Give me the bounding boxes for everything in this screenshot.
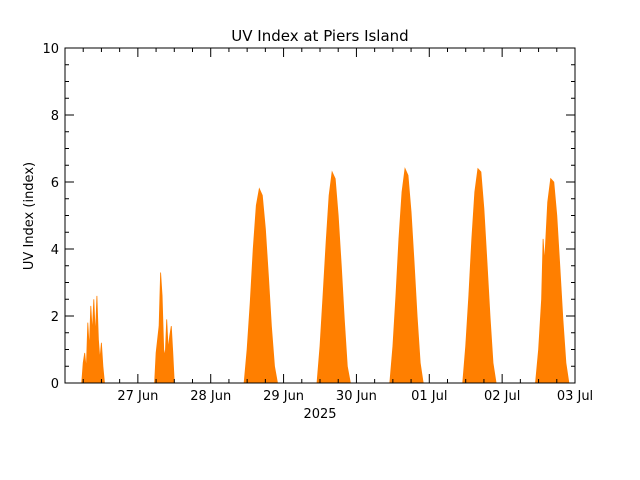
uv-area-day-1	[81, 295, 105, 384]
chart-title: UV Index at Piers Island	[231, 27, 408, 45]
uv-area-day-7	[316, 170, 351, 384]
y-tick-label: 2	[51, 310, 59, 325]
y-tick-label: 0	[51, 377, 59, 392]
uv-area-day-5	[243, 187, 278, 384]
x-tick-label: 27 Jun	[117, 389, 158, 404]
y-tick-label: 4	[51, 243, 59, 258]
y-tick-label: 8	[51, 109, 59, 124]
x-tick-label: 01 Jul	[411, 389, 447, 404]
x-tick-label: 28 Jun	[190, 389, 231, 404]
y-axis-label: UV Index (index)	[22, 162, 37, 270]
x-tick-label: 29 Jun	[263, 389, 304, 404]
uv-area-day-3	[154, 272, 175, 384]
x-tick-label: 03 Jul	[557, 389, 593, 404]
series-layer	[81, 167, 570, 384]
plot-frame	[64, 47, 576, 384]
x-tick-label: 02 Jul	[484, 389, 520, 404]
uv-area-day-11	[462, 167, 497, 384]
x-axis-label: 2025	[303, 407, 336, 422]
y-tick-label: 10	[42, 42, 59, 57]
x-tick-label: 30 Jun	[336, 389, 377, 404]
uv-area-day-13	[535, 177, 570, 384]
y-tick-label: 6	[51, 176, 59, 191]
axes-layer: 0 2 4 6 8 10 27 Jun 28 Jun 29 Jun 30 Jun 01 Jul 02 …	[42, 42, 593, 404]
uv-area-day-9	[389, 167, 424, 384]
